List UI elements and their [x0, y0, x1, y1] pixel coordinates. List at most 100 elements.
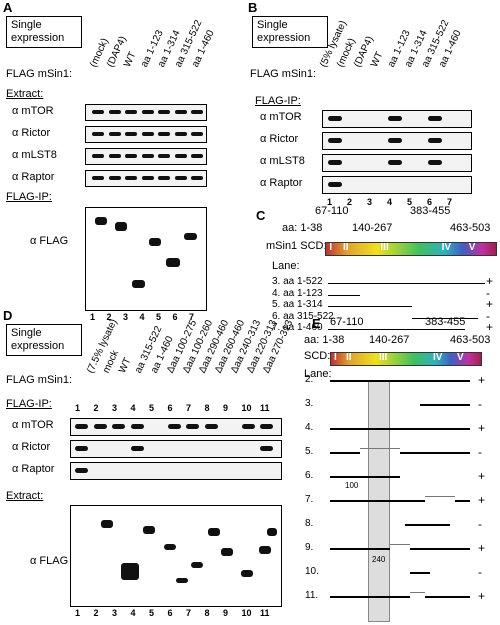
band — [221, 548, 233, 556]
construct-label: 2. — [305, 374, 314, 385]
blot-row — [70, 440, 282, 458]
lane-number: 7 — [447, 197, 453, 207]
lane-number: 5 — [407, 197, 413, 207]
band — [191, 154, 203, 158]
construct-line — [328, 283, 485, 284]
scd-bar: I II III IV V — [325, 242, 497, 256]
lane-label: WT — [122, 50, 139, 69]
band — [328, 138, 342, 143]
band — [241, 570, 253, 577]
panel-b-letter: B — [248, 0, 258, 15]
panel-e-scd-label: SCD: — [304, 350, 331, 362]
lane-number: 2 — [93, 403, 99, 413]
panel-d-letter: D — [3, 308, 13, 323]
extract-blot-row — [85, 104, 207, 121]
band — [95, 217, 107, 225]
construct-label: 3. aa 1-522 — [272, 276, 323, 287]
lane-number: 7 — [186, 403, 192, 413]
lane-number: 1 — [75, 403, 81, 413]
extract-blot-row — [85, 170, 207, 187]
construct-line — [330, 596, 410, 598]
blot-row — [322, 154, 472, 172]
construct-line — [330, 380, 470, 382]
band — [125, 110, 137, 114]
extract-blot-row — [85, 126, 207, 143]
lane-number: 3 — [112, 403, 118, 413]
band — [328, 116, 342, 121]
band — [174, 132, 187, 136]
lane-label: WT — [369, 50, 386, 69]
band — [428, 116, 442, 121]
construct-line — [328, 306, 412, 307]
lane-number: 5 — [149, 403, 155, 413]
band — [388, 138, 402, 143]
panel-e-range-67-110: 67-110 — [330, 316, 364, 328]
band — [167, 424, 181, 429]
band — [125, 176, 137, 180]
band — [191, 562, 203, 568]
mark-240: 240 — [372, 555, 386, 564]
panel-c-range-140-267: 140-267 — [352, 222, 393, 234]
band — [92, 132, 104, 136]
band — [115, 222, 127, 231]
band — [267, 528, 277, 536]
extract-row-label: α mLST8 — [12, 149, 57, 161]
lane-number: 8 — [204, 608, 210, 618]
panel-d-flag-ip-header: FLAG-IP: — [6, 398, 52, 410]
construct-line — [400, 452, 470, 454]
construct-label: 3. — [305, 398, 314, 409]
construct-sign: + — [478, 493, 486, 507]
construct-sign: + — [478, 469, 486, 483]
lane-number: 3 — [112, 608, 118, 618]
domain-label: III — [379, 352, 388, 363]
panel-d-flag-row-label: α FLAG — [30, 555, 69, 567]
panel-d-flag-blot — [70, 505, 282, 607]
panel-b-flag-label: FLAG mSin1: — [250, 68, 317, 80]
panel-e-letter: E — [312, 316, 321, 331]
band — [164, 544, 176, 550]
construct-label: 6. — [305, 470, 314, 481]
band — [75, 468, 88, 473]
construct-line — [410, 548, 470, 550]
construct-sign: + — [478, 373, 486, 387]
lane-number: 7 — [189, 312, 195, 322]
construct-sign: - — [478, 517, 482, 531]
band — [158, 176, 170, 180]
construct-line — [330, 476, 400, 478]
band — [260, 446, 273, 451]
band — [141, 154, 154, 158]
panel-a-single-expression-box: Single expression — [6, 16, 82, 48]
panel-d-flag-label: FLAG mSin1: — [6, 374, 73, 386]
construct-sign: - — [478, 565, 482, 579]
lane-number: 6 — [167, 608, 173, 618]
extract-row-label: α mTOR — [12, 105, 54, 117]
lane-number: 3 — [123, 312, 129, 322]
panel-c-range-67-110: 67-110 — [315, 205, 349, 217]
domain-label: V — [468, 242, 476, 253]
domain-label: II — [343, 242, 349, 253]
lane-number: 8 — [204, 403, 210, 413]
band — [75, 446, 88, 451]
construct-line — [455, 500, 470, 502]
lane-number: 1 — [75, 608, 81, 618]
construct-gap — [390, 544, 410, 550]
lane-number: 1 — [90, 312, 96, 322]
construct-sign: - — [486, 285, 490, 300]
panel-a-extract-header: Extract: — [6, 88, 44, 100]
band — [125, 154, 137, 158]
lane-number: 10 — [241, 608, 252, 618]
band — [388, 116, 402, 121]
construct-label: 9. — [305, 542, 314, 553]
construct-line — [420, 404, 470, 406]
panel-b-single-expression-box: Single expression — [252, 16, 328, 48]
band — [191, 176, 203, 180]
construct-sign: + — [486, 274, 494, 288]
blot-row-label: α mTOR — [12, 419, 54, 431]
band — [149, 238, 161, 246]
band — [158, 154, 170, 158]
band — [158, 132, 170, 136]
panel-e-range-463-503: 463-503 — [450, 334, 491, 346]
band — [141, 110, 154, 114]
panel-c-range-383-455: 383-455 — [410, 205, 451, 217]
panel-e-range-383-455: 383-455 — [425, 316, 466, 328]
